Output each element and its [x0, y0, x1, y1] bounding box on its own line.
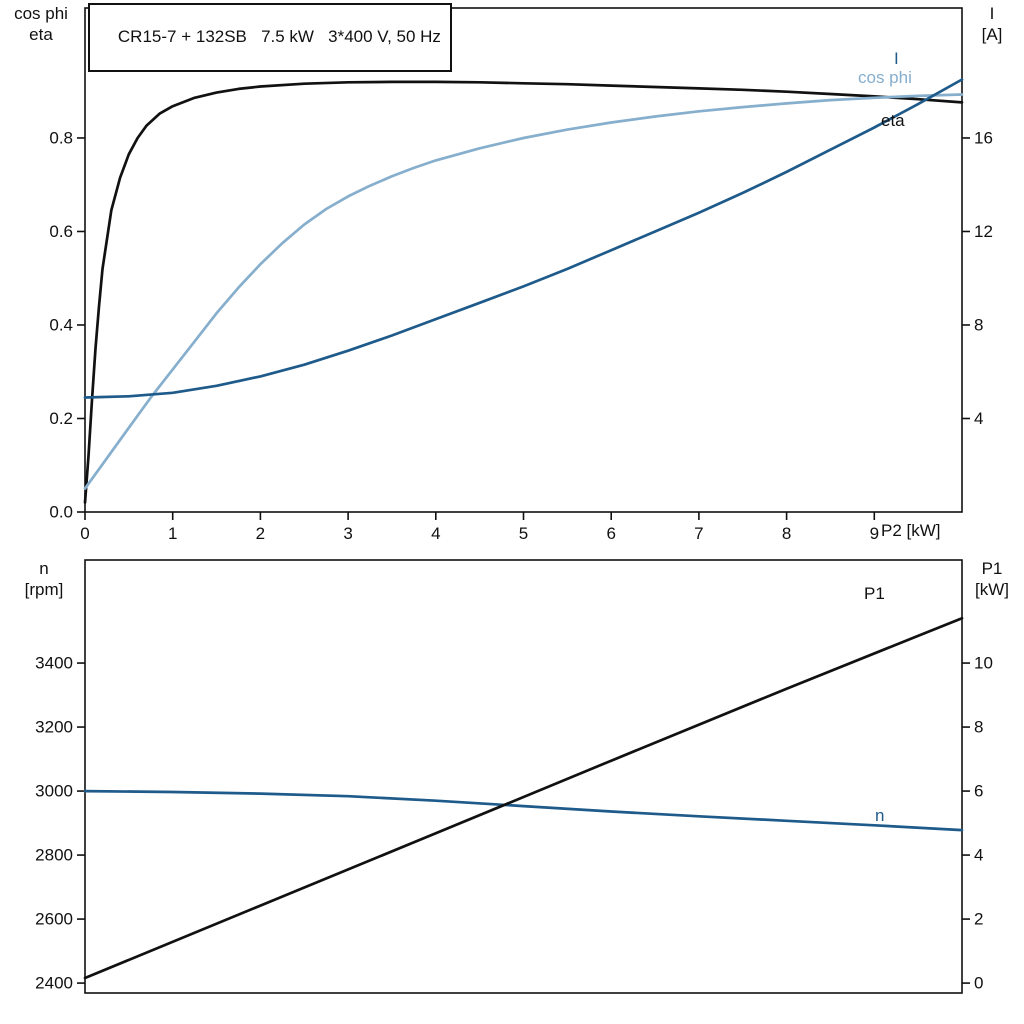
svg-text:5: 5	[519, 524, 528, 543]
top-plot-left-axis-title: cos phi eta	[4, 3, 78, 45]
curve-label-n: n	[875, 806, 885, 825]
curve-label-p1: P1	[864, 584, 885, 603]
axis-title-line: n	[39, 559, 49, 578]
svg-text:6: 6	[974, 782, 983, 801]
svg-text:3200: 3200	[35, 718, 73, 737]
svg-text:0.6: 0.6	[49, 222, 73, 241]
top-plot-right-axis-title: I [A]	[966, 3, 1018, 45]
svg-text:4: 4	[974, 846, 983, 865]
svg-text:2: 2	[256, 524, 265, 543]
axis-title-line: I	[989, 4, 995, 23]
axis-title-line: [A]	[981, 25, 1003, 44]
svg-text:7: 7	[694, 524, 703, 543]
svg-text:1: 1	[168, 524, 177, 543]
svg-text:2400: 2400	[35, 974, 73, 993]
x-axis-label: P2 [kW]	[881, 521, 941, 540]
svg-text:6: 6	[606, 524, 615, 543]
svg-text:2800: 2800	[35, 846, 73, 865]
bottom-plot-right-axis-title: P1 [kW]	[962, 558, 1022, 600]
svg-text:0.4: 0.4	[49, 315, 73, 334]
svg-text:0: 0	[80, 524, 89, 543]
svg-text:0.2: 0.2	[49, 409, 73, 428]
svg-text:4: 4	[431, 524, 440, 543]
svg-text:0.8: 0.8	[49, 128, 73, 147]
svg-text:9: 9	[870, 524, 879, 543]
svg-text:2: 2	[974, 910, 983, 929]
svg-text:0.0: 0.0	[49, 503, 73, 522]
axis-title-line: P1	[981, 559, 1003, 578]
curve-label-cos-phi: cos phi	[858, 68, 912, 87]
svg-text:3400: 3400	[35, 654, 73, 673]
svg-text:12: 12	[974, 222, 993, 241]
svg-text:8: 8	[974, 315, 983, 334]
svg-text:3: 3	[343, 524, 352, 543]
axis-title-line: [kW]	[975, 580, 1009, 599]
svg-text:16: 16	[974, 128, 993, 147]
axis-title-line: eta	[29, 25, 53, 44]
chart-title: CR15-7 + 132SB 7.5 kW 3*400 V, 50 Hz	[117, 27, 441, 46]
curve-label-eta: eta	[881, 111, 905, 130]
svg-text:2600: 2600	[35, 910, 73, 929]
curve-label-current: I	[894, 49, 899, 68]
svg-text:4: 4	[974, 409, 983, 428]
svg-text:3000: 3000	[35, 782, 73, 801]
svg-text:8: 8	[974, 718, 983, 737]
axis-title-line: cos phi	[14, 4, 68, 23]
svg-text:0: 0	[974, 974, 983, 993]
svg-text:10: 10	[974, 654, 993, 673]
axis-title-line: [rpm]	[24, 580, 64, 599]
bottom-plot-left-axis-title: n [rpm]	[12, 558, 76, 600]
chart-title-box: CR15-7 + 132SB 7.5 kW 3*400 V, 50 Hz	[88, 3, 452, 72]
svg-text:8: 8	[782, 524, 791, 543]
